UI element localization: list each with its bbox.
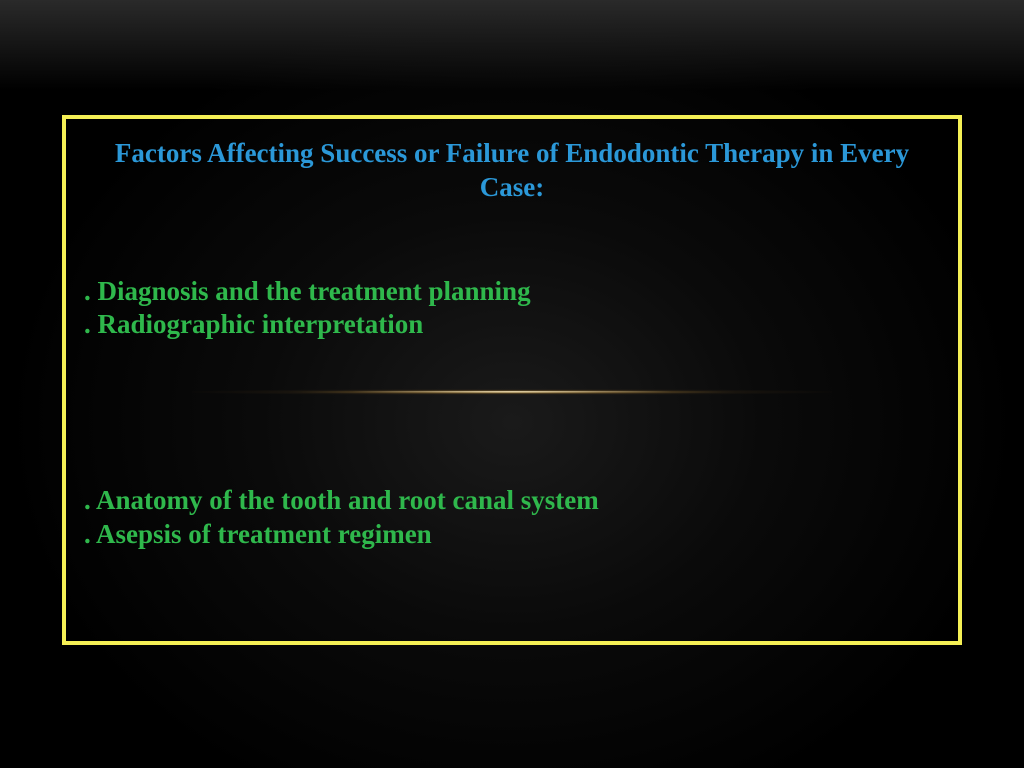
bullet-item: . Radiographic interpretation: [84, 308, 940, 342]
bullet-group-2: . Anatomy of the tooth and root canal sy…: [84, 484, 940, 552]
slide-frame: Factors Affecting Success or Failure of …: [62, 115, 962, 645]
vertical-gap: [84, 362, 940, 484]
bullet-group-1: . Diagnosis and the treatment planning .…: [84, 275, 940, 343]
bullet-item: . Asepsis of treatment regimen: [84, 518, 940, 552]
top-gradient: [0, 0, 1024, 90]
bullet-item: . Diagnosis and the treatment planning: [84, 275, 940, 309]
bullet-item: . Anatomy of the tooth and root canal sy…: [84, 484, 940, 518]
slide-title: Factors Affecting Success or Failure of …: [84, 137, 940, 205]
